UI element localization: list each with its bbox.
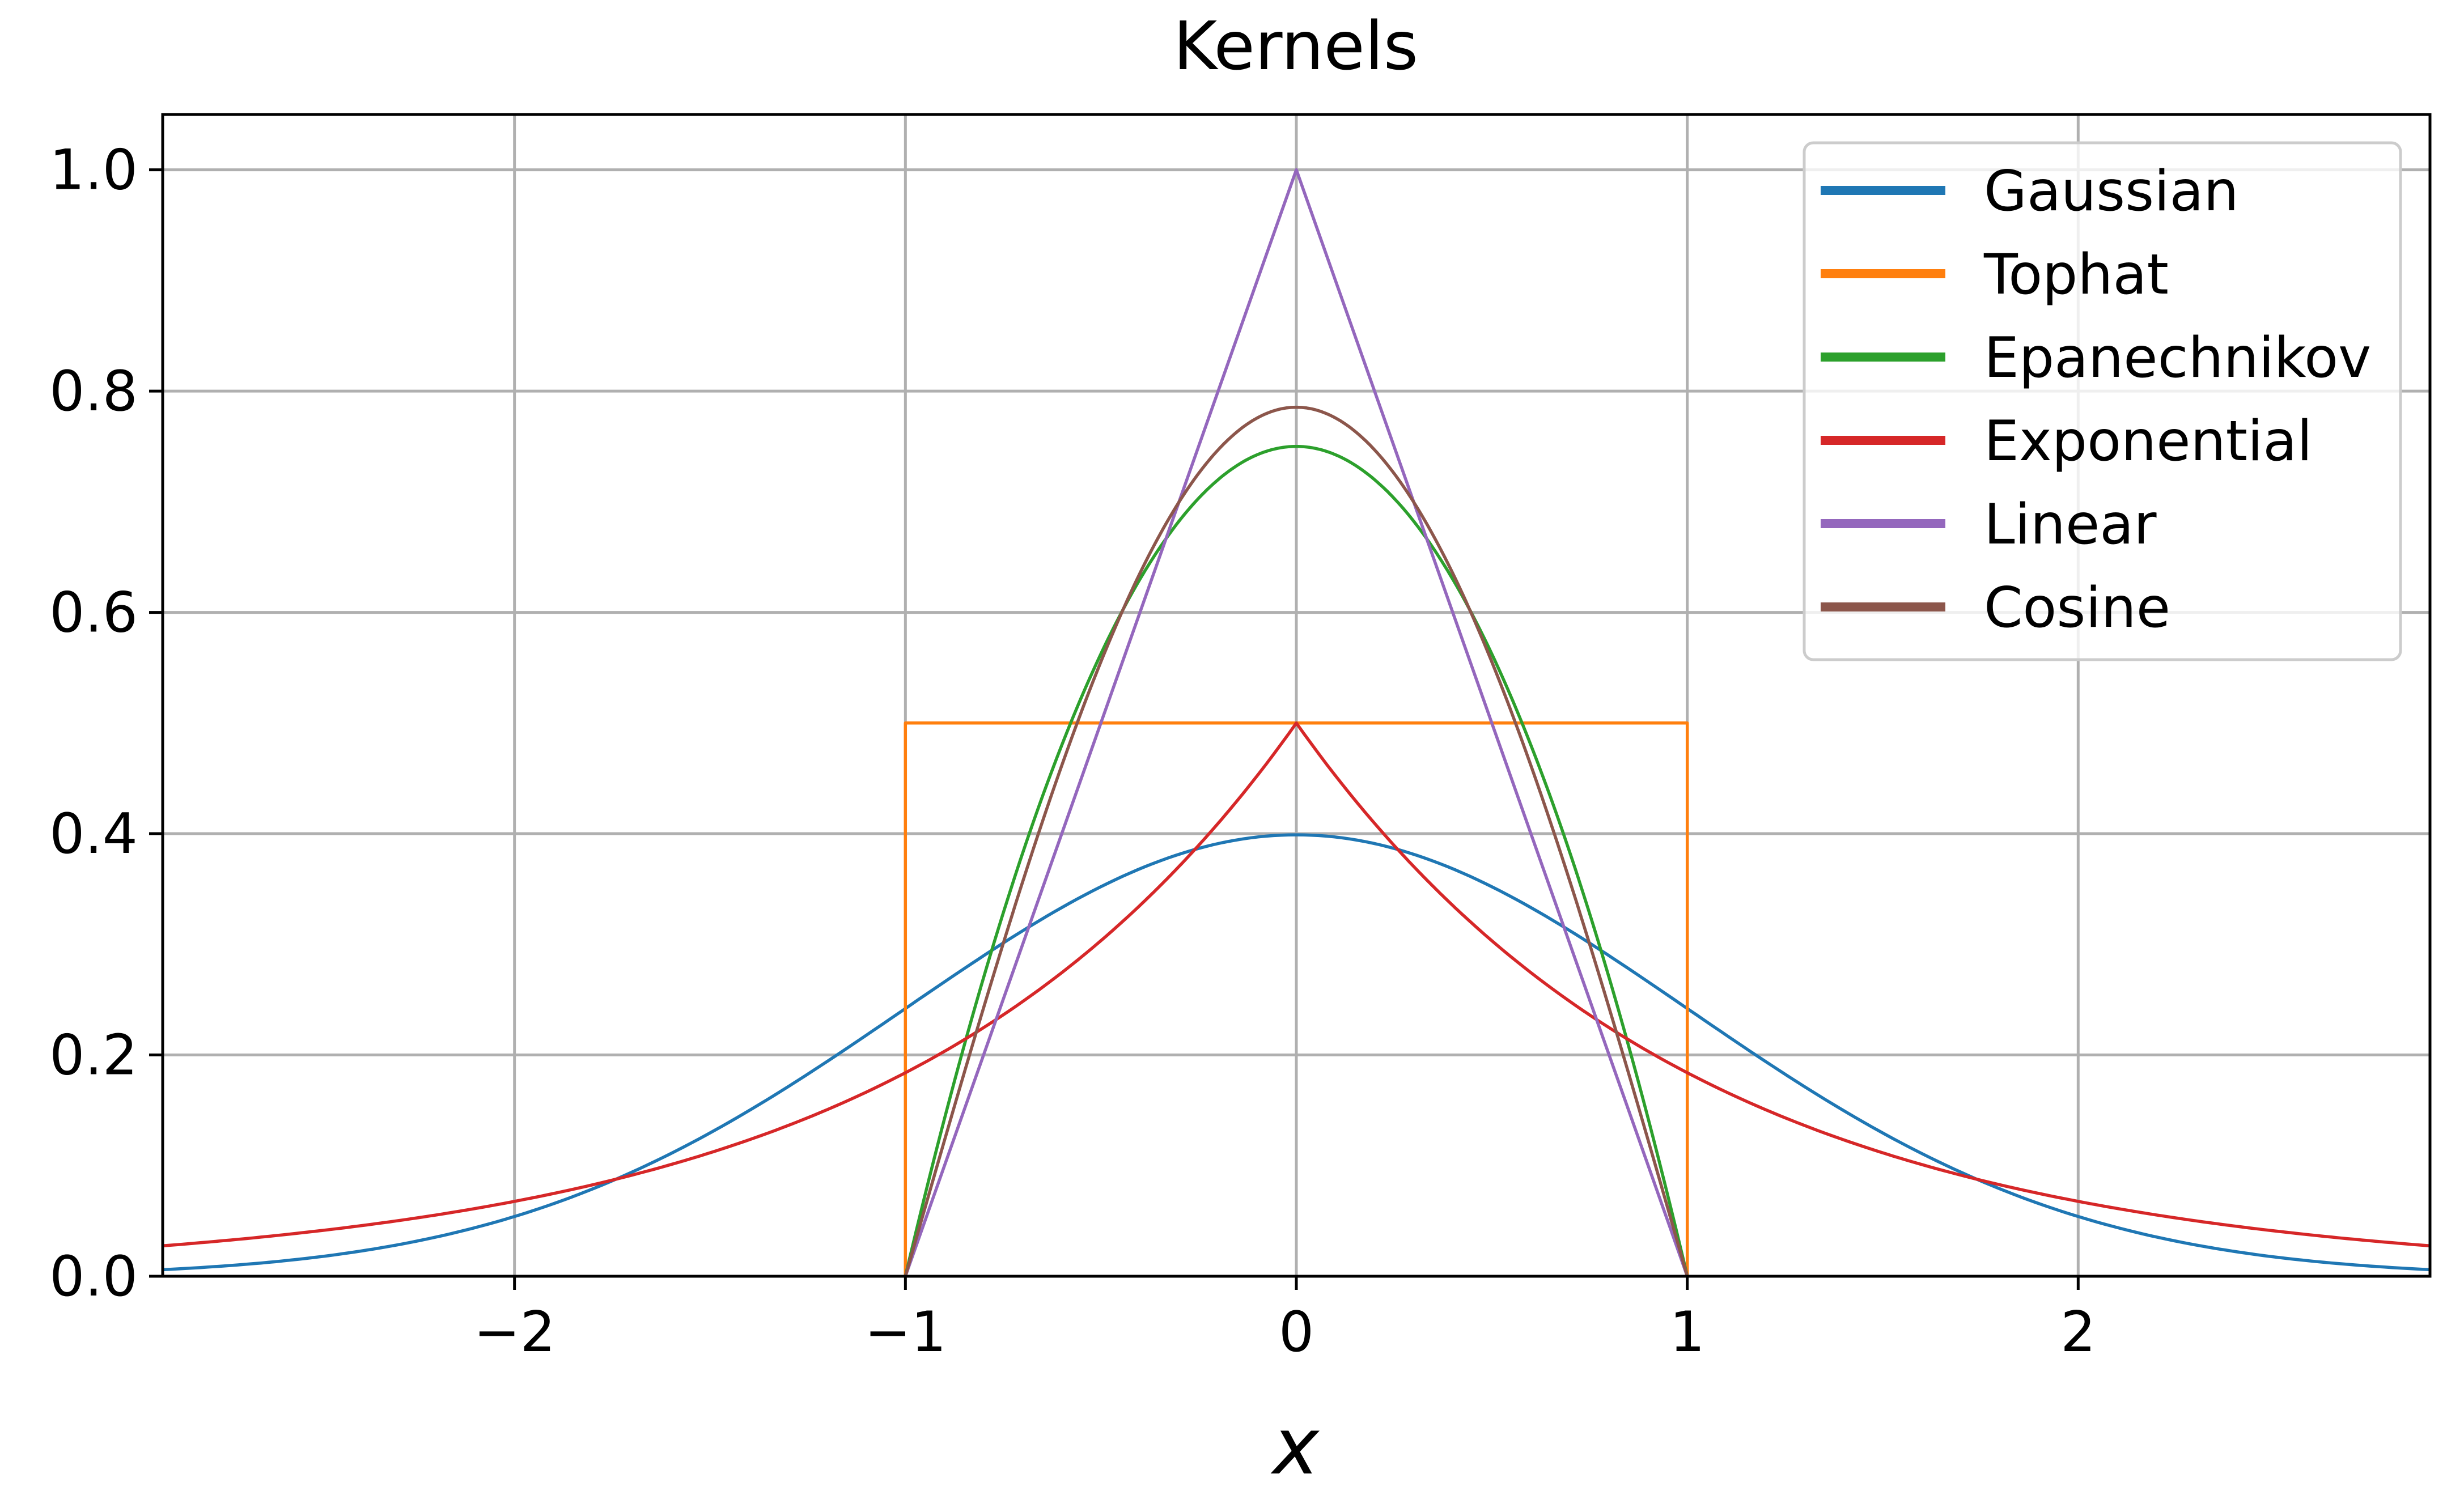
- y-tick-label: 0.6: [49, 581, 138, 645]
- legend-box: [1803, 141, 2402, 661]
- plot-series: [162, 168, 2431, 1277]
- x-tick-label: 0: [1279, 1300, 1314, 1365]
- series-cosine-line: [904, 405, 1689, 1277]
- y-tick-label: 0.0: [49, 1245, 138, 1309]
- legend: Gaussian Tophat Epanechnikov Exponential Lin…: [1803, 141, 2402, 661]
- legend-label-epanechnikov: Epanechnikov: [1984, 326, 2371, 390]
- legend-label-cosine: Cosine: [1984, 576, 2170, 640]
- legend-label-tophat: Tophat: [1983, 243, 2169, 307]
- x-tick-label: 1: [1669, 1300, 1704, 1365]
- chart-title: Kernels: [1173, 7, 1418, 85]
- y-tick-label: 0.8: [49, 359, 138, 424]
- y-tick-label: 1.0: [49, 138, 138, 203]
- legend-label-exponential: Exponential: [1984, 409, 2313, 474]
- legend-label-linear: Linear: [1984, 492, 2157, 557]
- x-tick-label: −2: [473, 1300, 555, 1365]
- y-tick-label: 0.4: [49, 802, 138, 867]
- axes: −2 −1 0 1 2 0.0 0.2 0.4 0.6 0.8 1.0: [49, 138, 2096, 1365]
- y-tick-label: 0.2: [49, 1023, 138, 1088]
- series-exponential-line: [162, 721, 2431, 1248]
- series-linear-line: [904, 168, 1689, 1277]
- series-gaussian-line: [162, 833, 2431, 1272]
- x-tick-label: −1: [864, 1300, 946, 1365]
- x-axis-label: x: [1270, 1401, 1320, 1492]
- legend-label-gaussian: Gaussian: [1984, 159, 2239, 224]
- series-epanechnikov-line: [904, 444, 1689, 1277]
- x-tick-label: 2: [2060, 1300, 2096, 1365]
